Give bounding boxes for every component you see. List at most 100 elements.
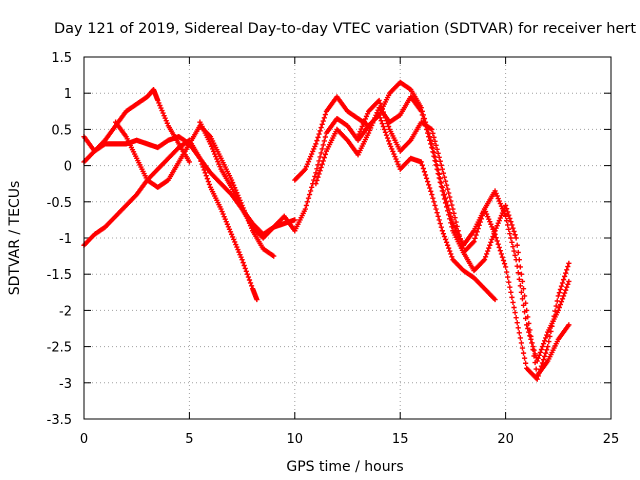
data-point [539,344,546,350]
data-point [528,333,534,340]
data-point [557,286,564,293]
data-point [428,188,434,194]
data-point [322,134,328,140]
data-point [450,206,456,212]
y-tick-label: -1 [59,232,72,247]
data-point [505,209,511,215]
data-point [425,178,431,185]
data-point [246,277,253,283]
y-tick-label: 0 [64,160,72,175]
data-point [540,341,547,347]
data-point [501,261,508,267]
data-point [558,299,565,305]
data-point [441,174,448,180]
data-point [433,142,439,148]
data-point [422,172,429,178]
data-point [308,188,314,194]
data-point [509,222,515,228]
y-tick-label: -0.5 [47,196,72,211]
data-point [420,165,426,172]
series-5 [197,112,498,303]
data-point [512,252,518,258]
data-point [452,215,458,221]
data-point [318,124,324,131]
data-point [320,142,326,148]
data-point [239,257,245,263]
plot-frame [83,56,612,420]
data-point [306,191,313,198]
data-point [186,159,192,165]
data-point [477,219,483,225]
data-point [518,340,525,346]
data-point [515,249,521,256]
data-point [316,171,322,177]
data-point [437,179,443,185]
data-point [499,254,506,260]
data-point [536,352,542,358]
data-point [271,253,277,259]
data-point [381,112,387,118]
data-point [376,97,382,104]
data-series [81,79,572,382]
data-point [556,290,562,296]
data-point [419,112,425,118]
x-tick-label: 20 [497,432,514,447]
data-point [519,345,526,351]
data-point [309,184,315,190]
data-point [480,209,487,215]
data-point [443,182,450,188]
data-point [379,121,385,127]
data-point [566,260,572,266]
data-point [512,232,518,238]
data-point [564,284,570,290]
data-point [512,309,518,316]
y-tick-label: -2.5 [47,341,72,356]
data-point [305,195,312,201]
data-point [437,158,443,164]
data-point [509,239,515,245]
data-point [541,338,548,344]
data-point [508,289,514,295]
data-point [448,220,454,226]
x-tick-label: 0 [80,432,88,447]
data-point [560,277,567,283]
data-point [436,154,442,160]
data-point [242,265,248,272]
data-point [546,338,552,345]
data-point [492,296,498,303]
data-point [531,353,537,359]
data-point [478,216,484,222]
data-point [432,157,438,164]
data-point [511,248,517,254]
data-point [248,283,255,289]
data-point [524,307,530,313]
data-point [320,158,326,164]
data-point [433,206,439,212]
data-point [436,175,442,181]
data-point [474,229,480,235]
data-point [445,186,451,192]
data-point [484,251,490,257]
data-point [243,268,249,274]
data-point [434,146,440,152]
data-point [504,218,510,224]
data-point [381,126,387,132]
data-point [447,248,453,254]
data-point [493,235,499,241]
data-point [433,162,439,168]
data-point [516,257,522,263]
data-point [481,257,488,263]
data-point [560,293,567,299]
data-point [543,350,549,356]
data-point [529,340,535,346]
data-point [471,239,477,245]
data-point [439,188,445,194]
data-point [565,263,571,270]
data-point [383,132,390,138]
data-point [442,200,449,206]
y-tick-label: -3 [59,377,72,392]
data-point [445,242,451,248]
data-point [322,151,328,157]
series-2 [81,86,192,165]
data-point [434,166,440,172]
